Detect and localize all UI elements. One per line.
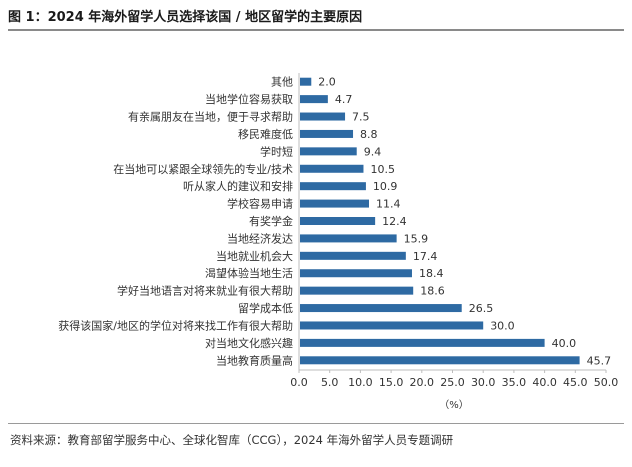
bar (300, 338, 545, 347)
bar (300, 182, 366, 191)
category-label: 当地就业机会大 (216, 249, 293, 263)
x-tick-label: 45.0 (563, 376, 588, 389)
value-label: 8.8 (360, 128, 378, 141)
category-label: 有亲属朋友在当地，便于寻求帮助 (128, 110, 293, 124)
category-label: 在当地可以紧跟全球领先的专业/技术 (113, 162, 293, 176)
value-label: 26.5 (469, 302, 494, 315)
category-label: 其他 (271, 76, 293, 89)
title-divider (8, 29, 624, 31)
value-label: 2.0 (318, 76, 336, 89)
value-label: 18.4 (419, 267, 444, 280)
x-tick-label: 5.0 (321, 376, 339, 389)
value-label: 10.9 (373, 180, 398, 193)
value-label: 30.0 (490, 319, 515, 332)
bar (300, 147, 357, 156)
x-tick-label: 15.0 (379, 376, 404, 389)
x-tick-label: 25.0 (440, 376, 465, 389)
bar (300, 95, 328, 104)
value-label: 40.0 (552, 337, 577, 350)
bar-chart: 其他 2.0 当地学位容易获取 4.7 有亲属朋友在当地，便于寻求帮助 7.5 移民难度低 8… (58, 73, 619, 411)
x-tick-label: 0.0 (290, 376, 308, 389)
category-label: 渴望体验当地生活 (205, 266, 293, 280)
category-label: 当地教育质量高 (216, 353, 293, 367)
source-note: 资料来源：教育部留学服务中心、全球化智库（CCG），2024 年海外留学人员专题… (10, 433, 454, 447)
bar (300, 321, 484, 330)
category-label: 当地经济发达 (227, 231, 293, 245)
category-label: 学时短 (260, 144, 293, 158)
bar (300, 112, 346, 121)
value-label: 12.4 (382, 215, 407, 228)
x-tick-label: 40.0 (532, 376, 557, 389)
bar (300, 234, 397, 243)
bar (300, 199, 369, 208)
x-axis-label: （%） (439, 399, 469, 411)
bar (300, 77, 312, 86)
value-label: 7.5 (352, 111, 370, 124)
category-label: 有奖学金 (249, 214, 293, 228)
value-label: 15.9 (404, 232, 429, 245)
bar (300, 129, 354, 138)
x-tick-label: 50.0 (594, 376, 619, 389)
bar (300, 286, 414, 295)
value-label: 4.7 (335, 93, 353, 106)
bar (300, 356, 580, 365)
x-tick-label: 35.0 (502, 376, 527, 389)
category-label: 获得该国家/地区的学位对将来找工作有很大帮助 (58, 318, 293, 332)
value-label: 11.4 (376, 198, 401, 211)
value-label: 9.4 (364, 145, 382, 158)
value-label: 45.7 (587, 354, 612, 367)
category-label: 移民难度低 (238, 127, 293, 141)
category-label: 留学成本低 (238, 301, 293, 315)
value-label: 17.4 (413, 250, 438, 263)
bar (300, 304, 462, 313)
bar (300, 269, 412, 278)
bar (300, 251, 406, 260)
footer-divider (8, 423, 624, 424)
category-label: 当地学位容易获取 (205, 92, 293, 106)
bar (300, 217, 376, 225)
value-label: 10.5 (370, 163, 395, 176)
x-tick-label: 30.0 (471, 376, 496, 389)
category-label: 对当地文化感兴趣 (205, 336, 293, 350)
bar (300, 164, 364, 173)
category-label: 听从家人的建议和安排 (183, 179, 293, 193)
category-label: 学校容易申请 (227, 197, 293, 211)
x-tick-label: 20.0 (410, 376, 435, 389)
chart-title: 图 1：2024 年海外留学人员选择该国 / 地区留学的主要原因 (8, 10, 363, 25)
value-label: 18.6 (420, 285, 445, 298)
category-label: 学好当地语言对将来就业有很大帮助 (117, 284, 293, 298)
x-tick-label: 10.0 (348, 376, 373, 389)
